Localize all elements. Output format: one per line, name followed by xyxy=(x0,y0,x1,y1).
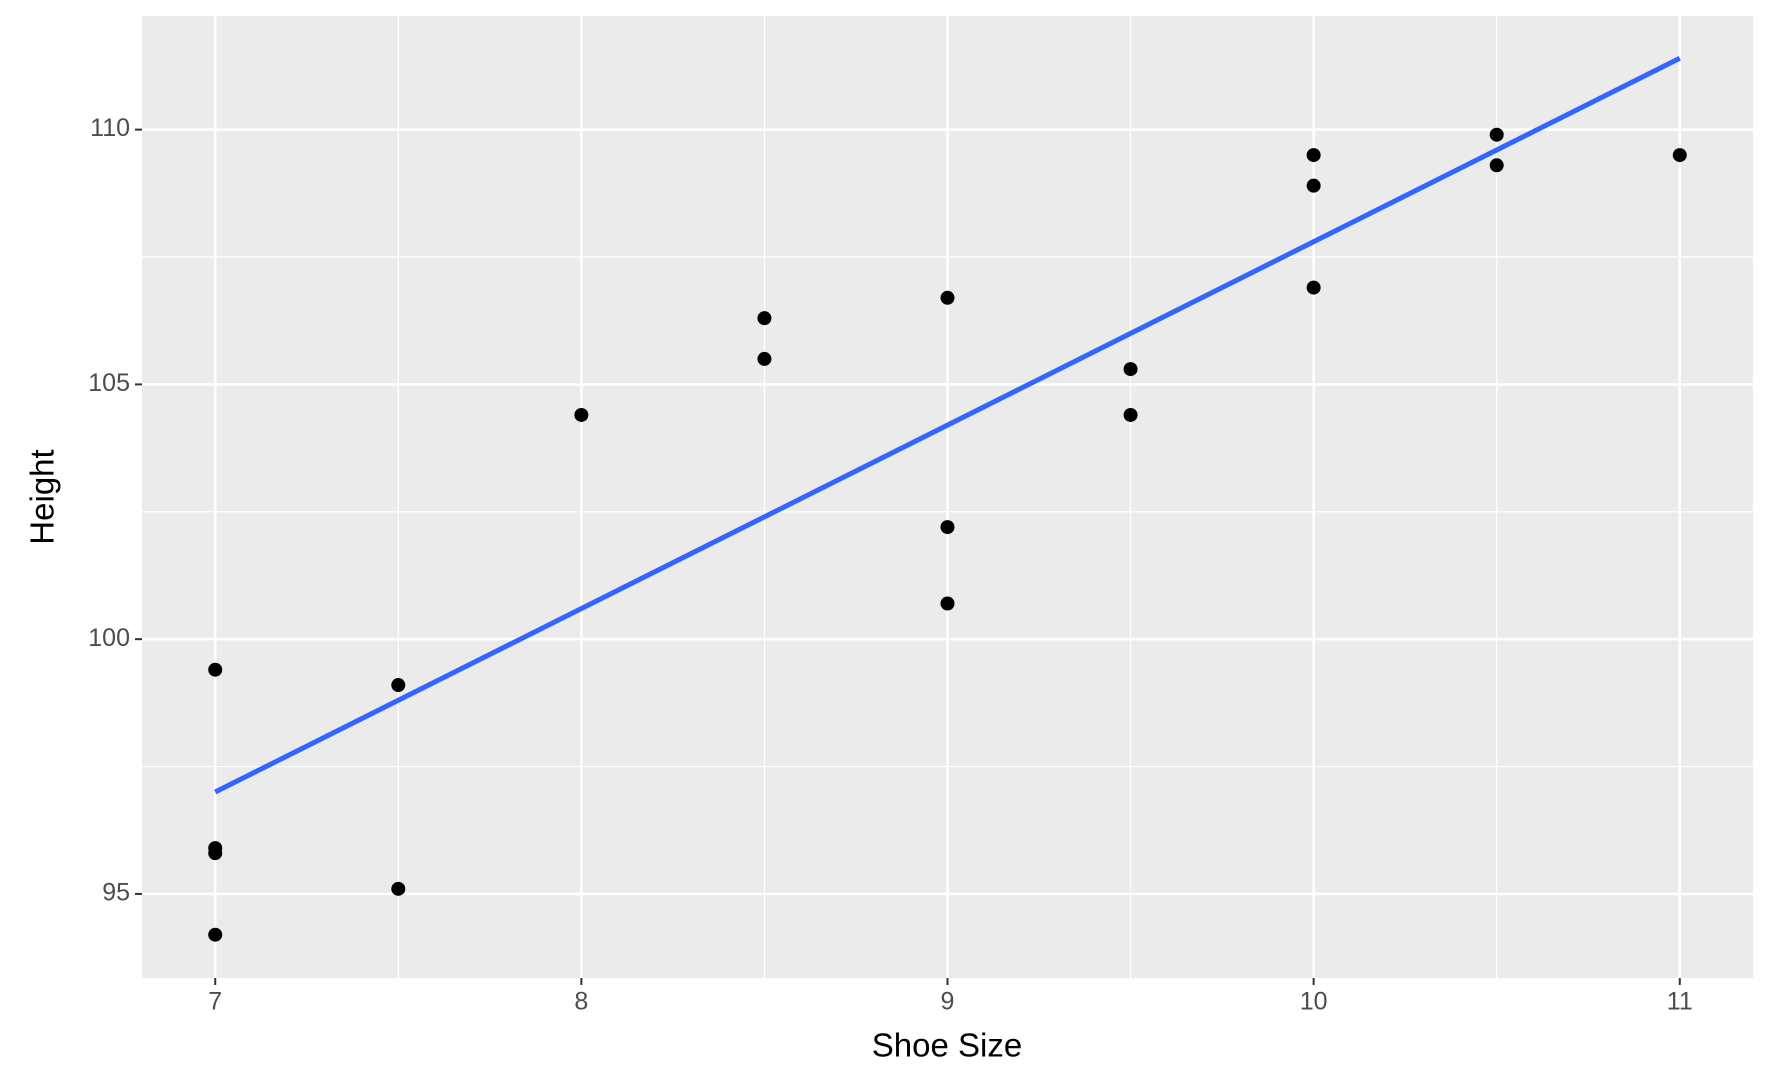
y-tick-label: 100 xyxy=(88,624,130,652)
point xyxy=(1306,178,1321,193)
point xyxy=(940,290,955,305)
point xyxy=(391,678,406,693)
point xyxy=(1489,127,1504,142)
fit-line xyxy=(214,56,1681,795)
point xyxy=(757,351,772,366)
point xyxy=(940,596,955,611)
point xyxy=(208,662,223,677)
point xyxy=(391,881,406,896)
point xyxy=(1123,362,1138,377)
point xyxy=(940,520,955,535)
x-tick-label: 9 xyxy=(941,988,955,1016)
point xyxy=(1123,407,1138,422)
point xyxy=(574,407,589,422)
y-axis-title: Height xyxy=(24,449,61,544)
point xyxy=(1672,148,1687,163)
point xyxy=(208,846,223,861)
x-tick-label: 7 xyxy=(208,988,222,1016)
y-tick-label: 95 xyxy=(102,879,130,907)
point xyxy=(208,927,223,942)
x-tick-label: 8 xyxy=(574,988,588,1016)
point xyxy=(1489,158,1504,173)
x-tick-label: 10 xyxy=(1300,988,1328,1016)
y-tick-label: 105 xyxy=(88,369,130,397)
point xyxy=(1306,280,1321,295)
point xyxy=(1306,148,1321,163)
y-tick-label: 110 xyxy=(90,114,130,142)
x-tick-label: 11 xyxy=(1667,988,1693,1016)
point xyxy=(757,311,772,326)
x-axis-title: Shoe Size xyxy=(872,1027,1022,1064)
